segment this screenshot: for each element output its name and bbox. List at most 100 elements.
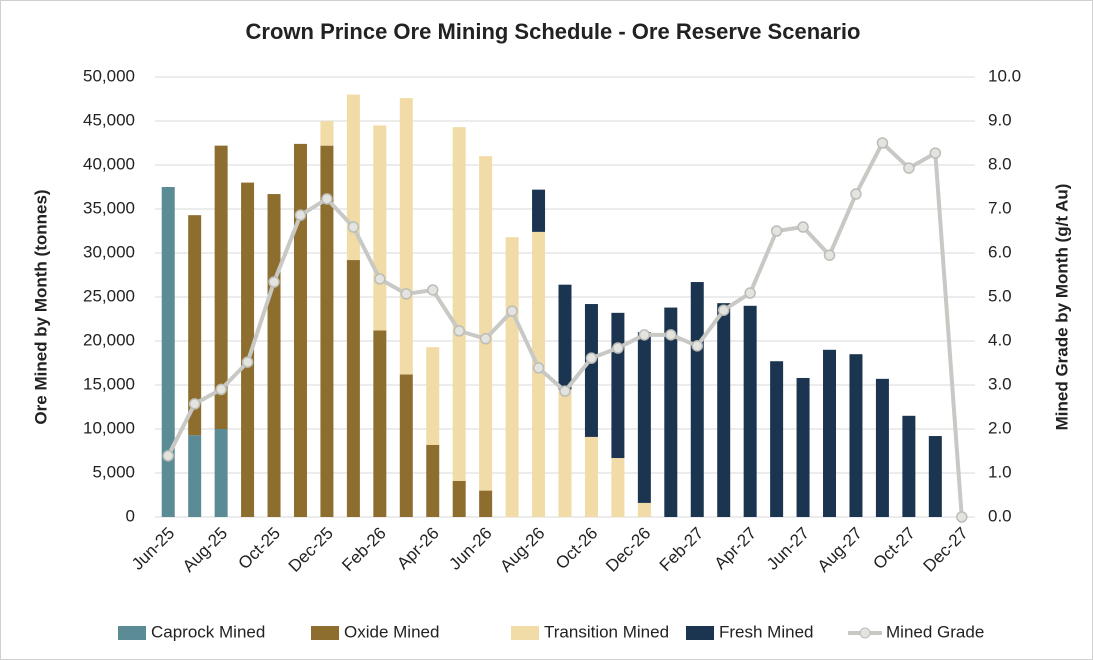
bar-segment	[558, 284, 572, 390]
y-tick-label: 20,000	[83, 330, 135, 349]
y2-tick-label: 6.0	[988, 242, 1012, 261]
grade-point	[374, 273, 386, 285]
y2-tick-label: 5.0	[988, 286, 1012, 305]
bar-segment	[505, 237, 519, 517]
bar-segment	[267, 194, 281, 518]
bar-segment	[241, 182, 255, 517]
bar-segment	[479, 156, 493, 491]
bar-segment	[452, 480, 466, 517]
bar-segment	[584, 436, 598, 517]
bar-segment	[532, 189, 546, 232]
grade-point	[691, 340, 704, 352]
grade-point	[321, 193, 333, 205]
grade-point	[294, 209, 307, 221]
y-tick-label: 10,000	[83, 418, 135, 437]
grade-point	[426, 284, 439, 296]
y2-axis-title: Mined Grade by Month (g/t Au)	[1052, 184, 1071, 431]
grade-point	[665, 329, 677, 341]
y-tick-label: 25,000	[83, 286, 135, 305]
y-tick-label: 5,000	[92, 462, 135, 481]
y2-tick-label: 10.0	[988, 66, 1021, 85]
bar-segment	[637, 332, 651, 503]
y2-tick-label: 3.0	[988, 374, 1012, 393]
bar-segment	[611, 312, 625, 459]
bar-segment	[558, 389, 572, 517]
bar-segment	[426, 347, 440, 445]
grade-point	[638, 329, 651, 341]
legend-label: Fresh Mined	[719, 622, 813, 641]
bar-segment	[611, 458, 625, 517]
grade-point	[215, 383, 227, 396]
grade-point	[532, 362, 545, 374]
bar-segment	[690, 282, 704, 517]
grade-point	[479, 333, 492, 345]
legend-label: Oxide Mined	[344, 622, 439, 641]
y-tick-label: 30,000	[83, 242, 135, 261]
legend-marker	[859, 627, 871, 639]
bar-segment	[188, 215, 202, 436]
y2-tick-label: 9.0	[988, 110, 1012, 129]
grade-point	[188, 398, 201, 410]
grade-point	[876, 137, 889, 149]
legend-label: Transition Mined	[544, 622, 669, 641]
y2-tick-label: 2.0	[988, 418, 1012, 437]
bar-segment	[717, 303, 731, 517]
bar-segment	[452, 127, 466, 481]
bar-segment	[320, 145, 334, 517]
grade-point	[823, 249, 836, 261]
y2-tick-label: 0.0	[988, 506, 1012, 525]
bar-segment	[373, 125, 387, 331]
grade-point	[770, 225, 783, 237]
bar-segment	[346, 260, 360, 517]
bar-segment	[637, 502, 651, 517]
grade-point	[956, 511, 968, 523]
bar-segment	[796, 377, 810, 517]
grade-point	[744, 287, 756, 299]
bar-segment	[399, 374, 413, 517]
y2-tick-label: 1.0	[988, 462, 1012, 481]
bar-segment	[426, 444, 440, 517]
grade-point	[903, 162, 915, 174]
bar-segment	[928, 436, 942, 517]
bar-segment	[584, 304, 598, 437]
chart-title: Crown Prince Ore Mining Schedule - Ore R…	[246, 19, 861, 44]
grade-point	[453, 325, 465, 337]
y-tick-label: 45,000	[83, 110, 135, 129]
y2-tick-label: 7.0	[988, 198, 1012, 217]
bar-segment	[293, 143, 307, 517]
bar-segment	[902, 415, 916, 517]
grade-point	[506, 305, 518, 317]
y-tick-label: 15,000	[83, 374, 135, 393]
bar-segment	[161, 187, 175, 517]
y-tick-label: 0	[126, 506, 135, 525]
grade-point	[162, 450, 174, 462]
bar-segment	[320, 121, 334, 146]
grade-point	[241, 356, 254, 368]
grade-point	[268, 276, 280, 288]
bar-segment	[214, 429, 228, 517]
legend-label: Mined Grade	[886, 622, 984, 641]
grade-point	[585, 352, 598, 364]
grade-point	[612, 342, 624, 354]
legend-swatch	[686, 626, 714, 640]
bar-segment	[664, 307, 678, 517]
bar-segment	[849, 354, 863, 517]
y2-tick-label: 4.0	[988, 330, 1012, 349]
bar-segment	[479, 490, 493, 517]
y-tick-label: 50,000	[83, 66, 135, 85]
y-tick-label: 40,000	[83, 154, 135, 173]
grade-point	[929, 147, 942, 159]
bar-segment	[823, 349, 837, 517]
bar-segment	[743, 305, 757, 517]
bar-segment	[532, 231, 546, 517]
bar-segment	[188, 435, 202, 517]
y2-tick-label: 8.0	[988, 154, 1012, 173]
bar-segment	[346, 94, 360, 261]
legend-swatch	[511, 626, 539, 640]
bar-segment	[399, 98, 413, 375]
legend-swatch	[118, 626, 146, 640]
grade-point	[717, 304, 730, 316]
grade-point	[797, 221, 809, 233]
